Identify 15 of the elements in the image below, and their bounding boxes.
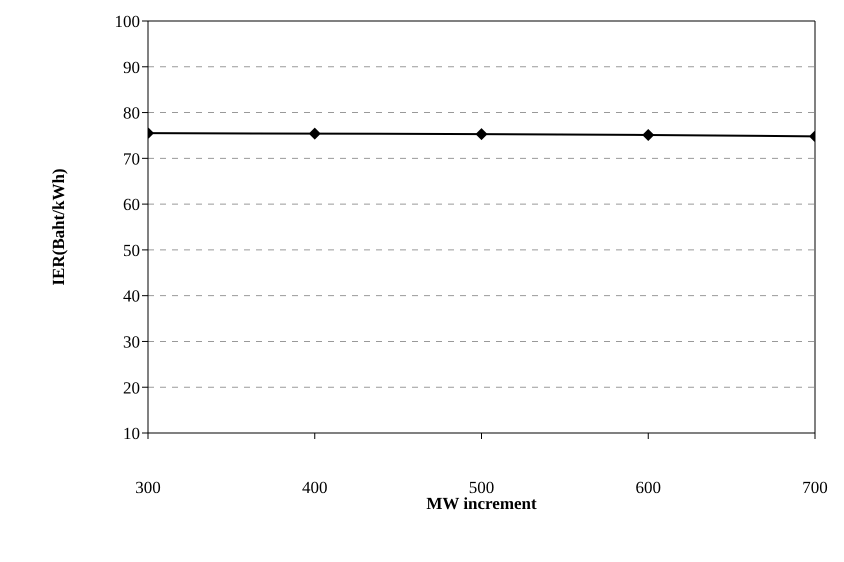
x-tick-label: 400 [302, 478, 328, 498]
y-tick-label: 40 [123, 286, 140, 306]
y-tick-label: 20 [123, 378, 140, 398]
y-tick-label: 30 [123, 332, 140, 352]
y-tick-label: 10 [123, 424, 140, 444]
x-tick-label: 300 [135, 478, 161, 498]
x-tick-label: 700 [802, 478, 828, 498]
y-tick-label: 60 [123, 195, 140, 214]
y-tick-label: 90 [123, 58, 140, 77]
x-tick-label: 600 [636, 478, 661, 498]
y-axis-title: IER(Baht/kWh) [49, 168, 68, 286]
y-tick-label: 50 [123, 240, 140, 260]
y-tick-label: 80 [123, 104, 140, 123]
y-tick-label: 70 [123, 149, 140, 168]
y-tick-label: 100 [114, 12, 140, 32]
